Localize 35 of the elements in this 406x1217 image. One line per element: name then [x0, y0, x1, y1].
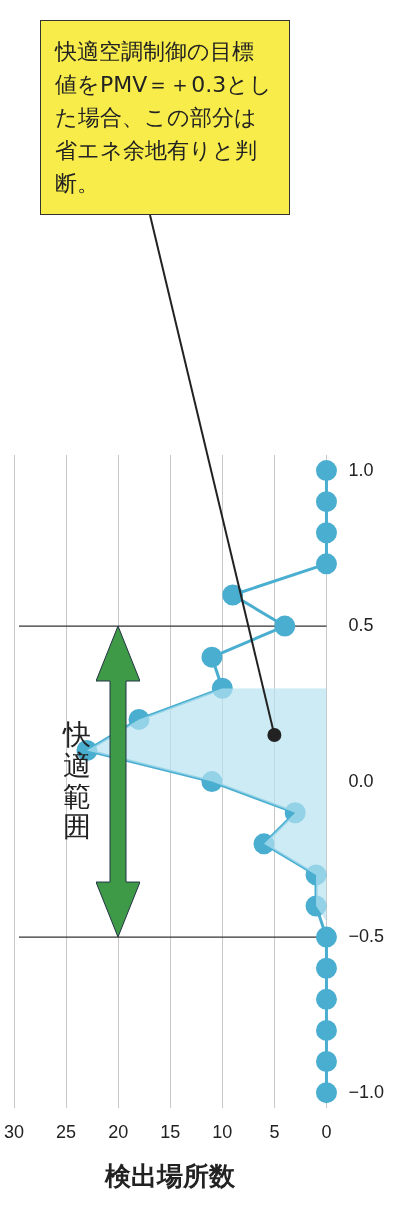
- point: [201, 771, 223, 793]
- point: [253, 833, 275, 855]
- point: [211, 677, 233, 699]
- y-tick-label: −0.5: [348, 926, 385, 947]
- x-tick-label: 15: [160, 1121, 181, 1142]
- y-tick-label: 0.5: [348, 615, 374, 636]
- point: [222, 584, 244, 606]
- x-tick-label: 10: [212, 1121, 233, 1142]
- point: [315, 460, 337, 482]
- point: [315, 553, 337, 575]
- point: [315, 522, 337, 544]
- point: [315, 988, 337, 1010]
- point: [315, 1019, 337, 1041]
- point: [201, 646, 223, 668]
- y-tick-label: −1.0: [348, 1081, 385, 1102]
- x-tick-label: 30: [3, 1121, 25, 1142]
- annotation: 快適空調制御の目標値をPMV＝＋0.3とした場合、この部分は省エネ余地有りと判断。: [40, 20, 290, 215]
- point: [315, 957, 337, 979]
- x-tick-label: 20: [108, 1121, 129, 1142]
- x-tick-label: 25: [56, 1121, 77, 1142]
- point: [284, 802, 306, 824]
- point: [305, 895, 327, 917]
- x-axis-title: 検出場所数: [104, 1160, 237, 1191]
- y-tick-label: 1.0: [348, 459, 374, 480]
- point: [128, 708, 150, 730]
- x-tick-label: 0: [321, 1121, 332, 1142]
- y-tick-label: 0.0: [348, 770, 374, 791]
- point: [315, 1082, 337, 1104]
- point: [315, 491, 337, 513]
- x-tick-label: 5: [269, 1121, 280, 1142]
- point: [305, 864, 327, 886]
- point: [315, 1051, 337, 1073]
- point: [274, 615, 296, 637]
- point: [315, 926, 337, 948]
- annotation: 快適範囲: [62, 718, 92, 844]
